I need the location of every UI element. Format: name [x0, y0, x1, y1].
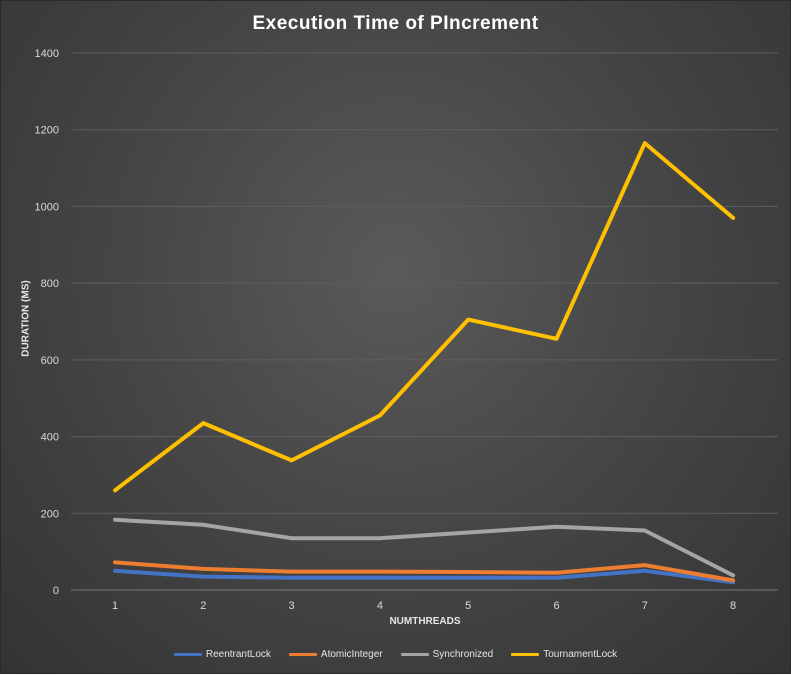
y-tick-label: 800 [41, 278, 59, 290]
gridlines [71, 52, 778, 591]
chart-title: Execution Time of PIncrement [252, 13, 539, 34]
x-tick-label: 2 [200, 600, 206, 612]
legend-swatch [511, 653, 540, 656]
legend-swatch [173, 653, 202, 656]
series-line-atomicinteger [113, 560, 736, 583]
x-tick-label: 3 [289, 600, 295, 612]
series-lines [113, 141, 736, 585]
legend-swatch [400, 653, 429, 656]
series-line-synchronized [113, 517, 736, 578]
y-axis-label: DURATION (MS) [20, 280, 32, 357]
y-tick-label: 600 [41, 355, 59, 367]
x-tick-label: 5 [465, 600, 471, 612]
legend-item-reentrantlock: ReentrantLock [173, 649, 271, 660]
x-tick-label: 1 [112, 600, 118, 612]
y-tick-label: 200 [41, 508, 59, 520]
x-tick-label: 4 [377, 600, 383, 612]
y-tick-label: 1000 [35, 201, 59, 213]
legend-label: Synchronized [432, 649, 494, 660]
series-line-reentrantlock [113, 568, 736, 585]
y-tick-label: 1400 [35, 48, 59, 60]
x-axis-label: NUMTHREADS [389, 616, 461, 627]
legend-item-synchronized: Synchronized [400, 649, 494, 660]
x-tick-label: 6 [553, 600, 559, 612]
x-axis-ticks: 1 2 3 4 5 6 7 8 [112, 600, 736, 612]
legend-label: TournamentLock [543, 649, 618, 660]
y-tick-label: 0 [53, 585, 59, 597]
y-tick-label: 1200 [35, 125, 59, 137]
x-tick-label: 8 [730, 600, 736, 612]
series-line-tournamentlock [113, 141, 736, 493]
legend-label: AtomicInteger [320, 649, 383, 660]
legend: ReentrantLock AtomicInteger Synchronized To… [1, 649, 790, 660]
y-axis-ticks: 0 200 400 600 800 1000 1200 1400 [35, 48, 59, 597]
legend-swatch [288, 653, 317, 656]
x-tick-label: 7 [642, 600, 648, 612]
legend-label: ReentrantLock [205, 649, 271, 660]
legend-item-tournamentlock: TournamentLock [511, 649, 617, 660]
y-tick-label: 400 [41, 432, 59, 444]
legend-item-atomicinteger: AtomicInteger [288, 649, 383, 660]
